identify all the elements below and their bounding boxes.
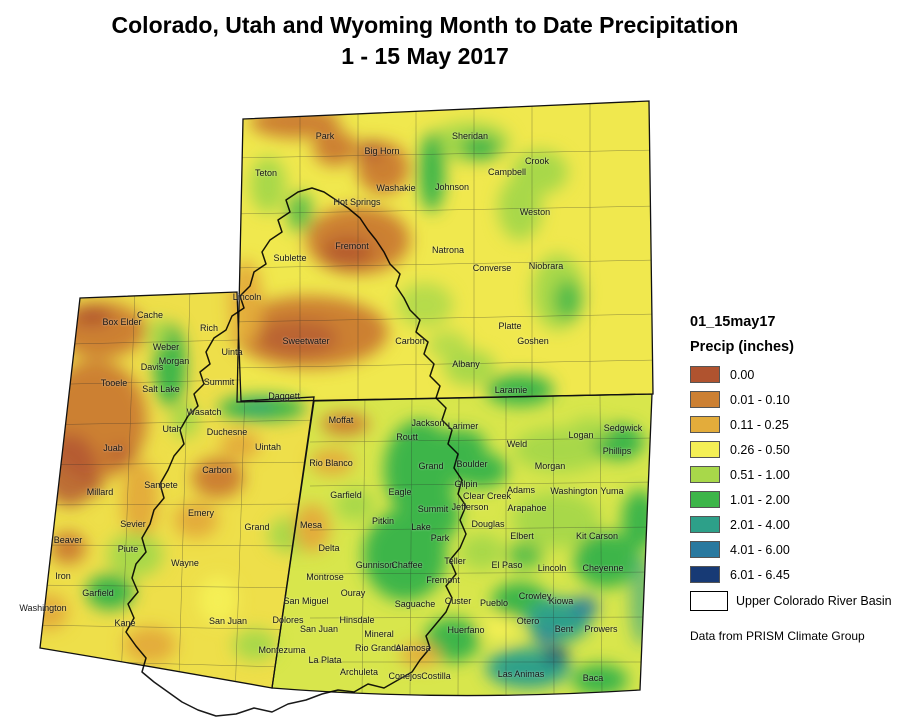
data-source-credit: Data from PRISM Climate Group <box>690 629 865 643</box>
legend: 01_15may17 Precip (inches) 0.00 0.01 - 0.… <box>690 314 905 643</box>
legend-row: 0.11 - 0.25 <box>690 416 905 433</box>
legend-dataset-label: 01_15may17 <box>690 314 776 330</box>
legend-row: 4.01 - 6.00 <box>690 541 905 558</box>
legend-row: 0.00 <box>690 366 905 383</box>
legend-units-label: Precip (inches) <box>690 339 794 355</box>
legend-swatch <box>690 566 720 583</box>
state-borders <box>39 100 654 697</box>
legend-row: 0.26 - 0.50 <box>690 441 905 458</box>
legend-class-label: 2.01 - 4.00 <box>730 517 790 532</box>
legend-class-label: 0.01 - 0.10 <box>730 392 790 407</box>
basin-outline <box>125 187 467 717</box>
basin-swatch <box>690 591 728 611</box>
title-line2: 1 - 15 May 2017 <box>341 43 509 70</box>
title-line1: Colorado, Utah and Wyoming Month to Date… <box>111 12 739 38</box>
legend-class-label: 6.01 - 6.45 <box>730 567 790 582</box>
legend-class-label: 0.51 - 1.00 <box>730 467 790 482</box>
legend-class-label: 4.01 - 6.00 <box>730 542 790 557</box>
legend-swatch <box>690 491 720 508</box>
page-title: Colorado, Utah and Wyoming Month to Date… <box>0 10 850 72</box>
legend-swatch <box>690 416 720 433</box>
legend-row: 2.01 - 4.00 <box>690 516 905 533</box>
legend-row: 0.01 - 0.10 <box>690 391 905 408</box>
legend-swatch <box>690 516 720 533</box>
legend-class-label: 1.01 - 2.00 <box>730 492 790 507</box>
legend-swatch <box>690 441 720 458</box>
legend-class-label: 0.26 - 0.50 <box>730 442 790 457</box>
legend-classes: 0.00 0.01 - 0.10 0.11 - 0.25 0.26 - 0.50 0.5… <box>690 366 905 583</box>
legend-swatch <box>690 466 720 483</box>
basin-label: Upper Colorado River Basin <box>736 594 892 608</box>
legend-class-label: 0.00 <box>730 367 755 382</box>
legend-swatch <box>690 541 720 558</box>
legend-row: 1.01 - 2.00 <box>690 491 905 508</box>
legend-swatch <box>690 366 720 383</box>
legend-class-label: 0.11 - 0.25 <box>730 417 789 432</box>
legend-row: 6.01 - 6.45 <box>690 566 905 583</box>
legend-row: 0.51 - 1.00 <box>690 466 905 483</box>
legend-swatch <box>690 391 720 408</box>
legend-basin-row: Upper Colorado River Basin <box>690 591 905 611</box>
